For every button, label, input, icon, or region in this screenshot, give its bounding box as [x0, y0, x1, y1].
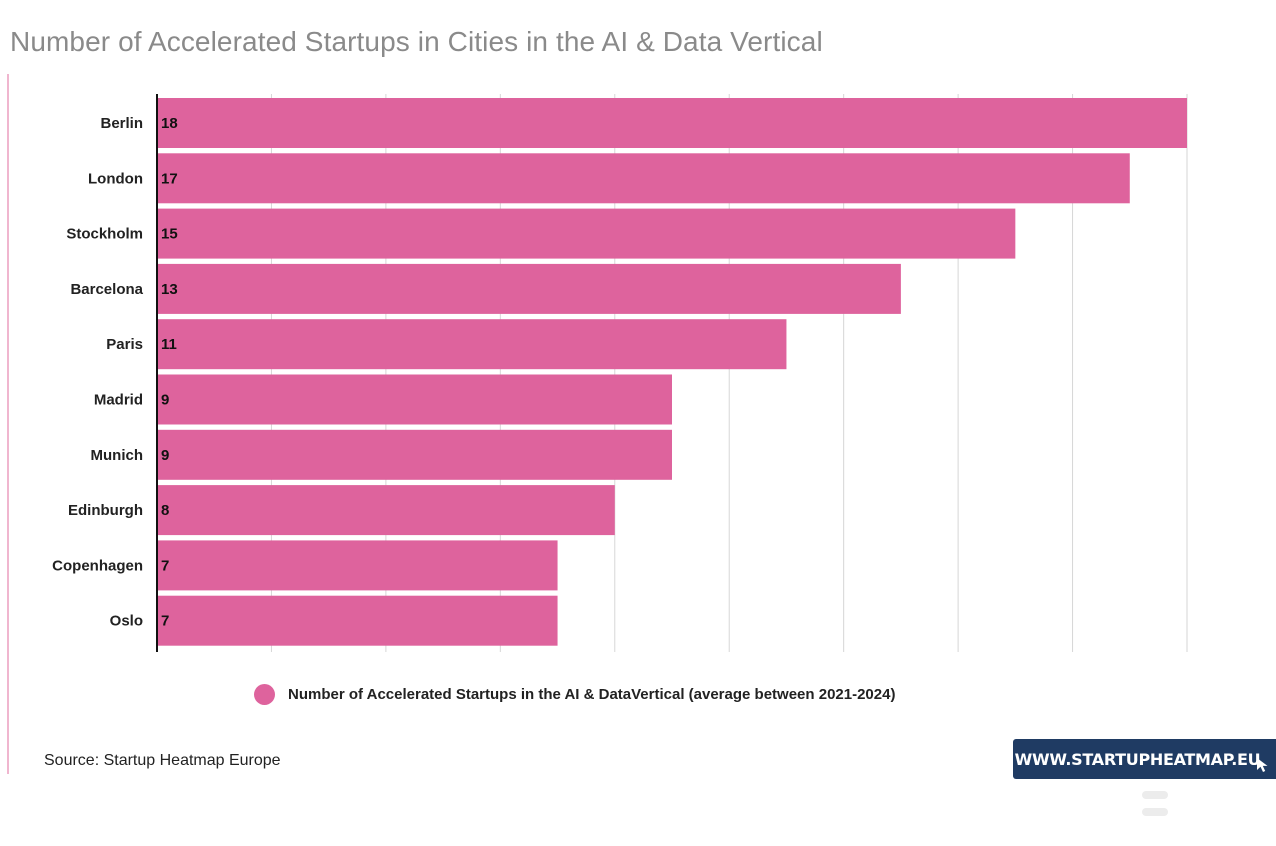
decorative-bar: [1142, 791, 1168, 799]
data-label: 17: [161, 170, 178, 187]
data-label: 7: [161, 557, 169, 574]
bar: [157, 429, 672, 480]
bar: [157, 208, 1016, 259]
bar: [157, 319, 787, 370]
data-label: 9: [161, 447, 169, 464]
category-label: Berlin: [100, 115, 143, 132]
brand-url-label: WWW.STARTUPHEATMAP.EU: [1014, 749, 1261, 769]
data-label: 13: [161, 281, 178, 298]
category-label: Oslo: [110, 613, 143, 630]
category-label: London: [88, 170, 143, 187]
category-label: Barcelona: [70, 281, 143, 298]
bar-chart: 18 17 15 13 11 9 9 8 7 7 Berlin London Stockholm Bar…: [52, 94, 1188, 652]
source-note: Source: Startup Heatmap Europe: [44, 752, 281, 769]
bar: [157, 263, 901, 314]
data-label: 18: [161, 115, 178, 132]
bar: [157, 595, 558, 646]
category-label: Munich: [91, 447, 144, 464]
legend-label: Number of Accelerated Startups in the AI…: [288, 686, 896, 703]
data-label: 11: [161, 336, 177, 353]
bar: [157, 540, 558, 591]
bar: [157, 153, 1130, 204]
legend: Number of Accelerated Startups in the AI…: [254, 684, 895, 705]
data-label: 8: [161, 502, 169, 519]
accent-line: [7, 74, 9, 774]
chart-title: Number of Accelerated Startups in Cities…: [10, 26, 823, 57]
bars: 18 17 15 13 11 9 9 8 7 7: [157, 98, 1187, 646]
bar: [157, 98, 1187, 148]
legend-dot-icon: [254, 684, 275, 705]
data-label: 9: [161, 392, 169, 409]
data-label: 7: [161, 613, 169, 630]
cursor-arrow-icon: [1257, 758, 1268, 772]
category-label: Edinburgh: [68, 502, 143, 519]
brand-link-button[interactable]: WWW.STARTUPHEATMAP.EU: [1013, 739, 1276, 779]
data-label: 15: [161, 226, 178, 243]
category-label: Copenhagen: [52, 557, 143, 574]
category-label: Madrid: [94, 392, 143, 409]
category-label: Stockholm: [66, 226, 143, 243]
bar: [157, 374, 672, 425]
decorative-bar: [1142, 808, 1168, 816]
category-label: Paris: [106, 336, 143, 353]
category-labels: Berlin London Stockholm Barcelona Paris Madri…: [52, 115, 143, 630]
bar: [157, 485, 615, 536]
